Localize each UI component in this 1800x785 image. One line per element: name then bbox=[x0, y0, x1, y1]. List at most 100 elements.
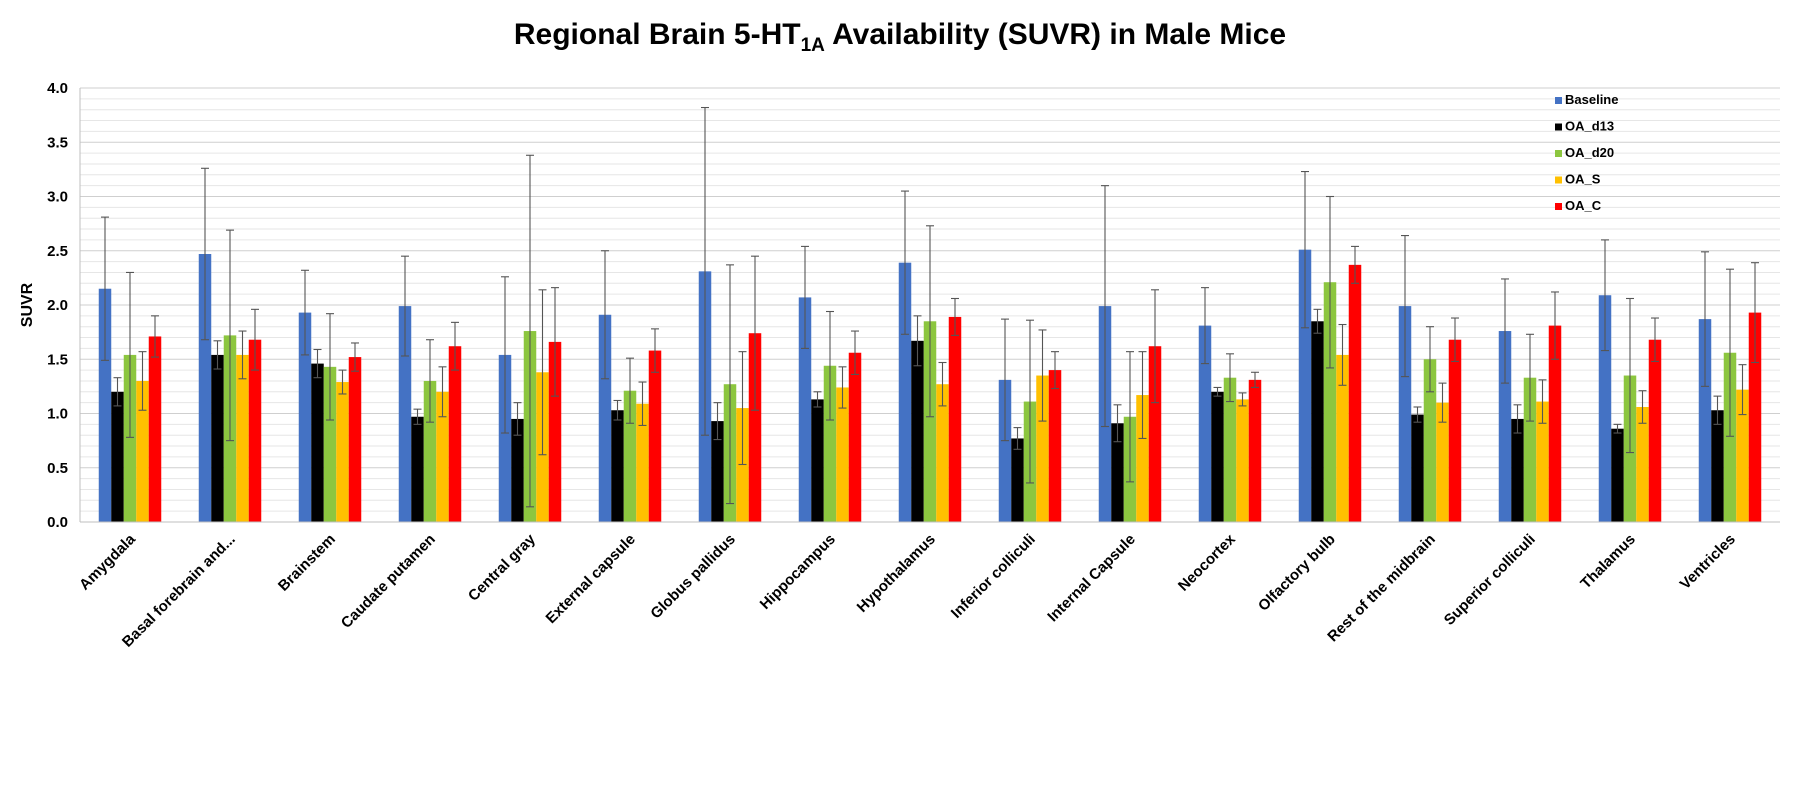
error-bar bbox=[926, 225, 934, 418]
bar-baseline bbox=[898, 262, 912, 522]
bar-oa-s bbox=[136, 380, 149, 522]
bar-oa-d20 bbox=[1723, 352, 1737, 522]
chart-title-main: Regional Brain 5-HT bbox=[514, 18, 801, 51]
x-tick-label: Globus pallidus bbox=[647, 531, 739, 623]
error-bar bbox=[113, 377, 122, 407]
error-bar bbox=[601, 250, 609, 380]
legend-swatch bbox=[1555, 176, 1562, 184]
bar-oa-d13 bbox=[411, 416, 424, 522]
error-bar bbox=[1401, 235, 1409, 378]
error-bar bbox=[1601, 239, 1609, 352]
bar-oa-d13 bbox=[1011, 438, 1024, 522]
legend-swatch bbox=[1555, 150, 1562, 157]
error-bar bbox=[238, 330, 247, 380]
x-tick-label: Caudate putamen bbox=[338, 531, 439, 632]
bar-baseline bbox=[598, 314, 612, 522]
error-bar bbox=[126, 271, 134, 438]
error-bar bbox=[1613, 423, 1622, 434]
error-bar bbox=[101, 216, 109, 361]
error-bar bbox=[338, 369, 347, 395]
error-bar bbox=[1038, 329, 1047, 422]
error-bar bbox=[1026, 319, 1034, 484]
legend-swatch bbox=[1555, 203, 1562, 210]
bar-oa-d13 bbox=[1711, 410, 1724, 522]
error-bar bbox=[1501, 278, 1509, 384]
bar-oa-c bbox=[148, 336, 162, 522]
x-tick-label: Hippocampus bbox=[757, 531, 839, 613]
x-tick-label: Neocortex bbox=[1175, 530, 1239, 594]
error-bar bbox=[838, 366, 847, 409]
bar-baseline bbox=[1698, 319, 1712, 522]
bar-oa-d20 bbox=[1323, 282, 1337, 522]
error-bar bbox=[713, 402, 722, 441]
bar-oa-c bbox=[1548, 325, 1562, 522]
error-bar bbox=[801, 245, 809, 349]
bar-oa-c bbox=[348, 357, 362, 522]
x-tick-label: Internal Capsule bbox=[1044, 531, 1139, 626]
error-bar bbox=[1101, 185, 1109, 428]
bar-oa-c bbox=[448, 346, 462, 522]
bar-oa-d13 bbox=[111, 391, 124, 522]
error-bar bbox=[651, 328, 659, 373]
bar-oa-c bbox=[548, 341, 562, 522]
bar-oa-d13 bbox=[1111, 423, 1124, 522]
x-tick-label: Rest of the midbrain bbox=[1324, 531, 1439, 646]
error-bar bbox=[1626, 297, 1634, 454]
error-bar bbox=[626, 357, 634, 424]
error-bar bbox=[551, 287, 559, 397]
bar-baseline bbox=[198, 254, 212, 522]
y-tick-label: 4.0 bbox=[47, 80, 68, 97]
legend-swatch bbox=[1555, 123, 1562, 131]
bar-oa-s bbox=[1736, 389, 1749, 522]
chart-title-subscript: 1A bbox=[801, 35, 826, 56]
x-tick-label: Brainstem bbox=[275, 531, 339, 595]
bar-oa-c bbox=[1448, 339, 1462, 522]
bar-baseline bbox=[298, 312, 312, 522]
bar-oa-c bbox=[648, 350, 662, 522]
error-bar bbox=[1651, 317, 1659, 362]
error-bar bbox=[951, 297, 959, 336]
legend-label: Baseline bbox=[1565, 92, 1618, 107]
bar-oa-d13 bbox=[511, 418, 524, 522]
error-bar bbox=[1526, 333, 1534, 422]
bar-oa-s bbox=[336, 382, 349, 522]
error-bar bbox=[501, 276, 509, 434]
error-bar bbox=[1413, 406, 1422, 423]
error-bar bbox=[1538, 379, 1547, 424]
error-bar bbox=[301, 269, 309, 356]
bar-oa-d20 bbox=[323, 366, 337, 522]
bar-baseline bbox=[1298, 249, 1312, 523]
y-axis-label: SUVR bbox=[19, 282, 36, 327]
error-bar bbox=[151, 315, 159, 358]
error-bar bbox=[438, 366, 447, 418]
legend-label: OA_d20 bbox=[1565, 145, 1614, 160]
bar-oa-d13 bbox=[1511, 418, 1524, 522]
bar-oa-c bbox=[1748, 312, 1762, 522]
error-bar bbox=[1251, 371, 1259, 389]
error-bar bbox=[413, 408, 422, 425]
error-bar bbox=[213, 340, 222, 370]
error-bar bbox=[1138, 351, 1147, 440]
bar-oa-d13 bbox=[1311, 321, 1324, 522]
bar-baseline bbox=[1398, 306, 1412, 522]
bar-oa-d13 bbox=[311, 363, 324, 522]
error-bar bbox=[1201, 287, 1209, 365]
x-tick-label: Basal forebrain and... bbox=[119, 531, 239, 651]
legend-label: OA_S bbox=[1565, 172, 1601, 187]
bar-oa-c bbox=[1148, 346, 1162, 522]
bar-oa-d20 bbox=[1423, 359, 1437, 522]
bar-baseline bbox=[998, 379, 1012, 522]
y-tick-label: 1.5 bbox=[47, 351, 68, 368]
bar-oa-c bbox=[1048, 370, 1062, 522]
error-bar bbox=[401, 255, 409, 357]
error-bar bbox=[813, 391, 822, 408]
bar-oa-s bbox=[1236, 399, 1249, 522]
y-tick-label: 0.5 bbox=[47, 460, 68, 477]
error-bar bbox=[526, 154, 534, 508]
error-bar bbox=[826, 310, 834, 421]
legend-swatch bbox=[1555, 97, 1562, 104]
error-bar bbox=[1451, 317, 1459, 362]
bar-oa-s bbox=[236, 354, 249, 522]
